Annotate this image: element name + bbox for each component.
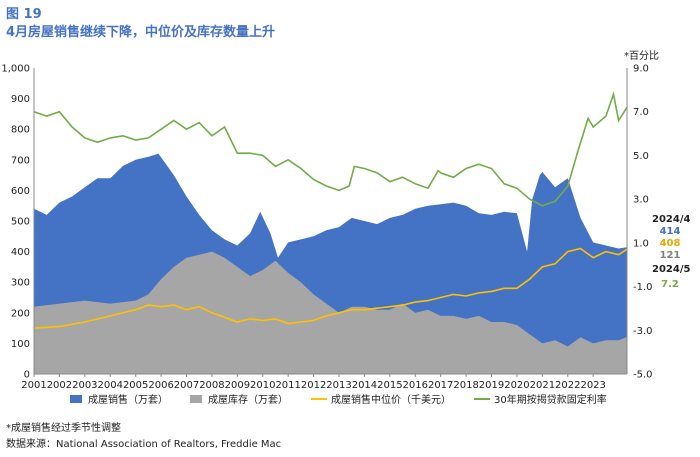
x-tick-label: 2015 [377, 380, 402, 391]
side-sales-value: 414 [659, 226, 681, 237]
data-source: 数据来源：National Association of Realtors, F… [6, 439, 282, 450]
y-left-tick-label: 300 [11, 278, 30, 289]
y-left-tick-label: 100 [11, 339, 30, 350]
side-rate-value: 7.2 [661, 279, 679, 290]
x-tick-label: 2020 [504, 380, 529, 391]
x-tick-label: 2010 [250, 380, 275, 391]
x-tick-label: 2018 [453, 380, 478, 391]
x-tick-label: 2009 [225, 380, 250, 391]
inventory-area [34, 251, 627, 374]
side-inventory-value: 121 [659, 250, 681, 261]
footnote: *成屋销售经过季节性调整 [6, 423, 121, 434]
y-right-tick-label: -5.0 [633, 370, 653, 381]
y-left-tick-label: 1,000 [1, 64, 30, 75]
x-tick-label: 2014 [352, 380, 377, 391]
side-date-may: 2024/5 [652, 264, 691, 275]
x-tick-label: 2019 [479, 380, 504, 391]
x-tick-label: 2016 [403, 380, 428, 391]
y-left-tick-label: 0 [24, 370, 30, 381]
chart-canvas: 1,000 900 800 700 600 500 400 300 200 100 0 9.0 7.0 5… [1, 50, 659, 406]
x-tick-label: 2003 [72, 380, 97, 391]
x-tick-label: 2022 [555, 380, 580, 391]
y-right-tick-label: -1.0 [633, 282, 653, 293]
x-tick-label: 2011 [275, 380, 300, 391]
x-tick-label: 2017 [428, 380, 453, 391]
y-left-tick-label: 400 [11, 247, 30, 258]
x-tick-label: 2012 [301, 380, 326, 391]
x-tick-label: 2007 [174, 380, 199, 391]
legend-inventory-swatch [190, 395, 202, 403]
x-tick-label: 2008 [199, 380, 224, 391]
legend-price-label: 成屋销售中位价（千美元） [331, 393, 451, 406]
rate-line [33, 91, 628, 207]
x-tick-label: 2021 [530, 380, 555, 391]
x-tick-label: 2004 [98, 380, 123, 391]
side-price-value: 408 [659, 238, 681, 249]
y-left-tick-label: 600 [11, 186, 30, 197]
x-tick-label: 2023 [580, 380, 605, 391]
y-left-tick-label: 800 [11, 125, 30, 136]
y-right-tick-label: 7.0 [633, 107, 649, 118]
y-right-axis-label: *百分比 [624, 50, 659, 62]
legend-inventory-label: 成屋库存（万套） [208, 393, 288, 406]
y-left-tick-label: 900 [11, 94, 30, 105]
y-left-tick-label: 700 [11, 155, 30, 166]
y-right-tick-label: 9.0 [633, 64, 649, 75]
y-right-tick-label: 3.0 [633, 195, 649, 206]
y-right-tick-label: 5.0 [633, 151, 649, 162]
chart-title: 4月房屋销售继续下降，中位价及库存数量上升 [6, 25, 276, 40]
y-left-tick-label: 200 [11, 308, 30, 319]
x-tick-label: 2005 [123, 380, 148, 391]
y-left-tick-label: 500 [11, 217, 30, 228]
x-tick-label: 2001 [21, 380, 46, 391]
x-tick-label: 2013 [326, 380, 351, 391]
x-tick-label: 2006 [148, 380, 173, 391]
y-right-tick-label: 1.0 [633, 238, 649, 249]
x-tick-label: 2002 [47, 380, 72, 391]
legend-sales-label: 成屋销售（万套） [88, 393, 168, 406]
legend-sales-swatch [70, 395, 82, 403]
legend-rate-label: 30年期按揭贷款固定利率 [494, 393, 607, 406]
y-right-tick-label: -3.0 [633, 326, 653, 337]
price-line [33, 247, 628, 329]
figure-number: 图 19 [6, 7, 42, 22]
side-date-april: 2024/4 [652, 214, 691, 225]
